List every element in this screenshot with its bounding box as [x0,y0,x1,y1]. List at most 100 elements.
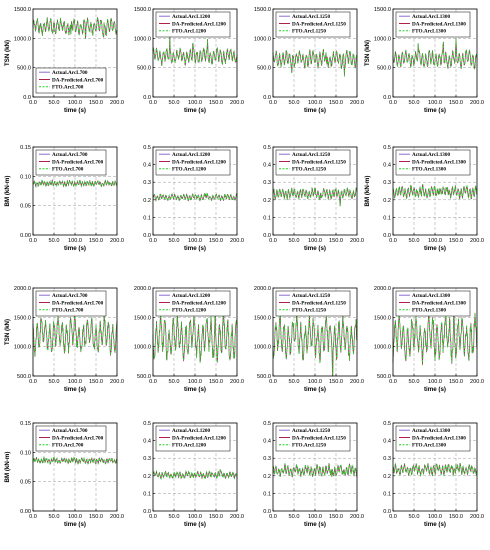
x-tick-label: 0.0 [389,514,397,520]
legend-label: FTO.ArcL1300 [412,29,446,35]
chart-r2c1: 0.0 50.0 100.0 150.0 200.0 0.00 0.05 0.10 0.15 ti… [4,145,124,252]
x-axis-label: time (s) [304,245,326,252]
y-tick-label: 1500.0 [134,315,151,321]
x-tick-label: 150.0 [209,514,223,520]
y-tick-label: 0.1 [263,491,271,497]
x-tick-label: 0.0 [149,100,157,106]
series-line-fto [152,192,238,202]
x-tick-label: 0.0 [389,100,397,106]
x-tick-label: 50.0 [409,238,420,244]
legend-label: Actual.ArcL700 [52,428,88,434]
legend-label: Actual.ArcL1200 [172,293,210,299]
y-tick-label: 1500.0 [14,315,31,321]
legend-label: DA-Predicted.ArcL1200 [172,159,226,165]
legend-label: DA-Predicted.ArcL700 [52,159,104,165]
legend-label: DA-Predicted.ArcL1250 [292,435,346,441]
x-tick-label: 150.0 [329,379,343,385]
y-tick-label: 0.00 [20,233,31,239]
legend-label: Actual.ArcL1250 [292,293,330,299]
x-tick-label: 150.0 [209,100,223,106]
x-tick-label: 50.0 [49,100,60,106]
x-tick-label: 150.0 [209,379,223,385]
y-tick-label: 1000.0 [374,345,391,351]
legend-label: FTO.ArcL700 [52,85,84,91]
y-tick-label: 0.0 [143,509,151,515]
y-tick-label: 1500.0 [14,7,31,13]
legend-label: Actual.ArcL700 [52,293,88,299]
legend-label: DA-Predicted.ArcL1200 [172,300,226,306]
x-axis-label: time (s) [64,521,86,528]
y-tick-label: 0.4 [143,439,151,445]
y-axis-label: TSN (kN) [364,40,371,66]
y-tick-label: 1500.0 [254,7,271,13]
y-tick-label: 0.3 [143,180,151,186]
series-line-fto [272,49,358,77]
x-tick-label: 100.0 [308,238,322,244]
y-tick-label: 0.5 [263,421,271,427]
y-tick-label: 0.0 [383,95,391,101]
chart-r2c4: 0.0 50.0 100.0 150.0 200.0 0.0 0.1 0.2 0.3 0.4 0.5… [364,145,484,252]
x-tick-label: 100.0 [428,514,442,520]
chart-r1c4: 0.0 50.0 100.0 150.0 200.0 0.0 500.0 1000.0 1500… [364,7,484,114]
y-tick-label: 0.4 [383,163,391,169]
y-tick-label: 0.3 [263,456,271,462]
x-tick-label: 200.0 [230,514,244,520]
series-line-fto [152,469,238,480]
x-tick-label: 0.0 [29,514,37,520]
legend-label: DA-Predicted.ArcL700 [52,300,104,306]
chart-r1c3: 0.0 50.0 100.0 150.0 200.0 0.0 500.0 1000.0 1500… [254,7,364,114]
series-line-fto [32,456,118,465]
x-tick-label: 150.0 [449,100,463,106]
y-tick-label: 0.10 [20,174,31,180]
y-tick-label: 1500.0 [134,7,151,13]
x-tick-label: 0.0 [389,238,397,244]
legend-label: DA-Predicted.ArcL1200 [172,435,226,441]
legend-label: FTO.ArcL1250 [292,308,326,314]
legend-label: Actual.ArcL700 [52,152,88,158]
y-tick-label: 500.0 [257,66,271,72]
x-tick-label: 200.0 [350,514,364,520]
series-line-fto [32,17,118,39]
legend-label: FTO.ArcL1300 [412,443,446,449]
x-tick-label: 100.0 [428,100,442,106]
y-tick-label: 2000.0 [134,286,151,292]
legend-label: Actual.ArcL700 [52,70,88,76]
series-line-fto [272,186,358,207]
x-tick-label: 50.0 [409,379,420,385]
x-tick-label: 150.0 [329,514,343,520]
y-tick-label: 0.5 [143,145,151,151]
y-tick-label: 500.0 [137,374,151,380]
legend-label: Actual.ArcL1300 [412,293,450,299]
x-tick-label: 50.0 [289,379,300,385]
legend-label: FTO.ArcL700 [52,308,84,314]
chart-r4c3: 0.0 50.0 100.0 150.0 200.0 0.0 0.1 0.2 0.3 0.4 0.5… [263,421,364,528]
series-line-fto [392,38,478,70]
chart-r4c2: 0.0 50.0 100.0 150.0 200.0 0.0 0.1 0.2 0.3 0.4 0.5… [143,421,244,528]
chart-r3c2: 0.0 50.0 100.0 150.0 200.0 500.0 1000.0 1500.0 2… [134,286,244,393]
y-tick-label: 500.0 [17,66,31,72]
legend-label: DA-Predicted.ArcL1250 [292,300,346,306]
y-tick-label: 500.0 [137,66,151,72]
x-axis-label: time (s) [304,386,326,393]
series-line-fto [32,179,118,188]
x-axis-label: time (s) [64,386,86,393]
legend-label: FTO.ArcL1200 [172,308,206,314]
y-tick-label: 0.10 [20,450,31,456]
y-tick-label: 1500.0 [254,315,271,321]
y-tick-label: 0.15 [20,145,31,151]
x-tick-label: 0.0 [149,514,157,520]
chart-r3c1: 0.0 50.0 100.0 150.0 200.0 500.0 1000.0 1500.0 2… [4,286,124,393]
y-tick-label: 0.15 [20,421,31,427]
y-tick-label: 0.4 [263,439,271,445]
x-tick-label: 150.0 [449,238,463,244]
series-line-fto [32,314,118,357]
y-tick-label: 0.0 [263,509,271,515]
